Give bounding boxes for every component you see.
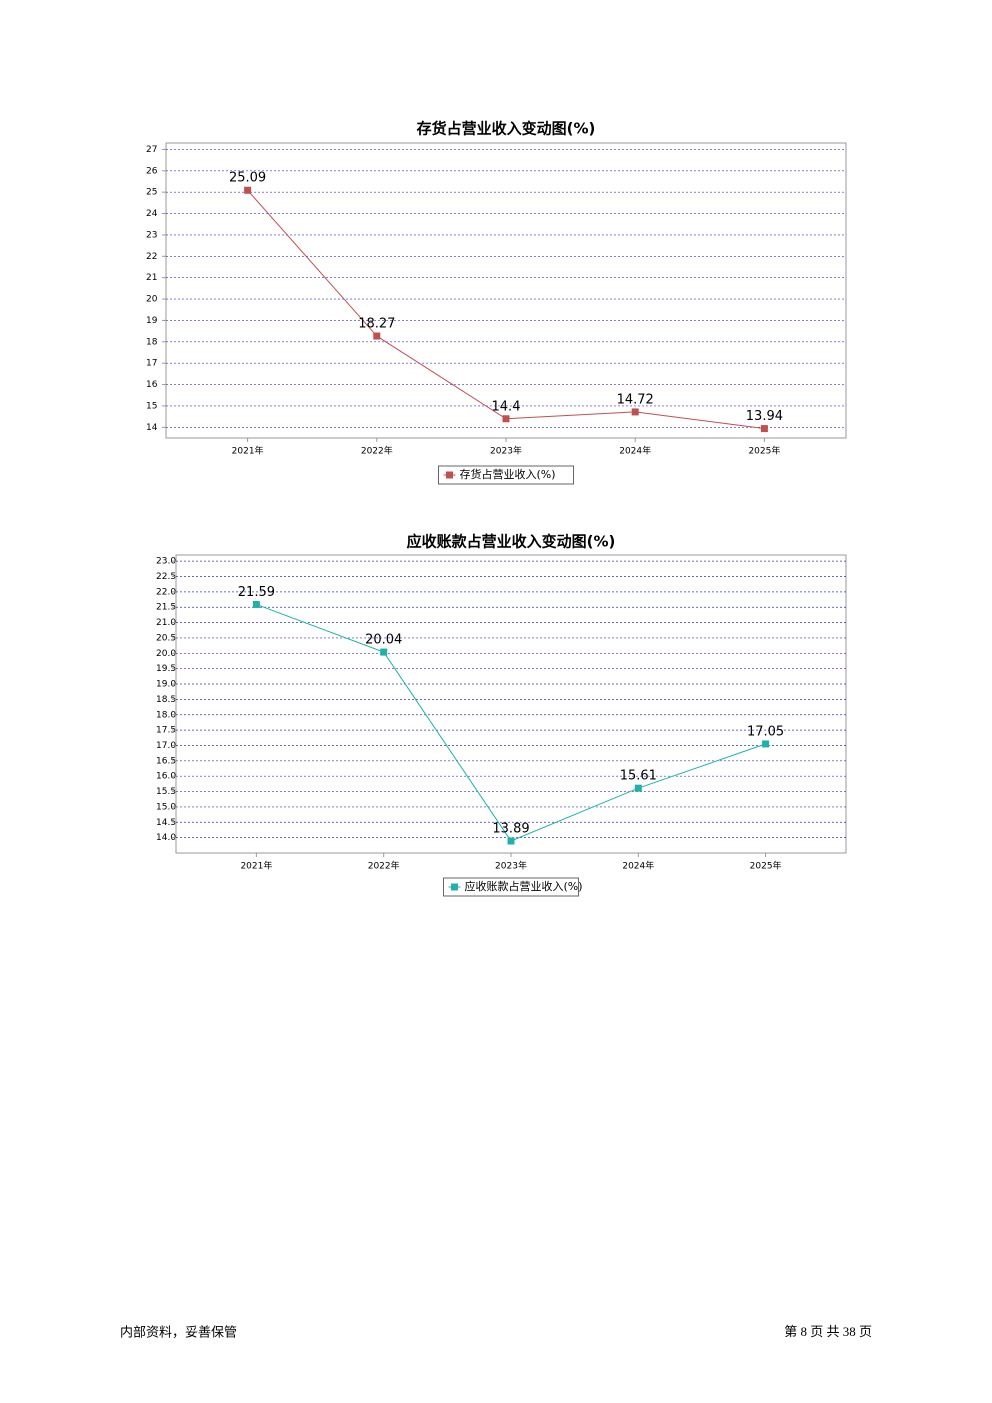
data-label: 14.72 xyxy=(617,392,654,407)
legend-marker xyxy=(446,471,453,479)
legend-box xyxy=(443,877,579,897)
y-tick-label: 27 xyxy=(146,145,157,155)
y-tick-label: 23 xyxy=(146,230,157,240)
y-tick-label: 14.5 xyxy=(156,818,176,828)
y-tick-label: 17.5 xyxy=(156,726,176,736)
point-marker xyxy=(244,186,252,194)
x-tick-label: 2024年 xyxy=(622,860,654,872)
y-tick-label: 21.5 xyxy=(156,603,176,613)
footer-left: 内部资料，妥善保管 xyxy=(120,1325,237,1341)
y-tick-label: 25 xyxy=(146,188,157,198)
y-tick-label: 15 xyxy=(146,401,157,411)
chart-title: 应收账款占营业收入变动图(%) xyxy=(407,533,616,551)
data-label: 21.59 xyxy=(238,585,275,600)
y-tick-label: 15.5 xyxy=(156,787,176,797)
y-tick-label: 22.0 xyxy=(156,587,176,597)
chart-title: 存货占营业收入变动图(%) xyxy=(417,120,596,138)
point-marker xyxy=(502,415,510,423)
data-label: 13.94 xyxy=(746,409,783,424)
point-marker xyxy=(634,784,642,792)
y-tick-label: 19 xyxy=(146,316,158,326)
data-label: 18.27 xyxy=(358,317,395,332)
y-tick-label: 14.0 xyxy=(156,833,176,843)
y-tick-label: 18.0 xyxy=(156,710,176,720)
point-marker xyxy=(252,600,260,608)
point-marker xyxy=(507,837,515,845)
data-label: 17.05 xyxy=(747,724,784,739)
y-tick-label: 16.5 xyxy=(156,756,176,766)
y-tick-label: 24 xyxy=(146,209,158,219)
y-tick-label: 22.5 xyxy=(156,572,176,582)
x-tick-label: 2021年 xyxy=(232,445,264,457)
y-tick-label: 26 xyxy=(146,166,158,176)
y-tick-label: 16.0 xyxy=(156,772,176,782)
y-tick-label: 20 xyxy=(146,295,158,305)
y-tick-label: 21 xyxy=(146,273,157,283)
data-label: 20.04 xyxy=(365,633,402,648)
plot-area xyxy=(165,142,847,439)
x-tick-label: 2022年 xyxy=(368,860,400,872)
data-label: 25.09 xyxy=(229,171,266,186)
y-tick-label: 15.0 xyxy=(156,802,176,812)
y-tick-label: 14 xyxy=(146,423,158,433)
legend-label: 存货占营业收入(%) xyxy=(460,467,556,481)
x-tick-label: 2023年 xyxy=(490,445,522,457)
y-tick-label: 21.0 xyxy=(156,618,176,628)
y-tick-label: 20.5 xyxy=(156,633,176,643)
y-tick-label: 20.0 xyxy=(156,649,176,659)
y-tick-label: 16 xyxy=(146,380,158,390)
data-label: 13.89 xyxy=(492,822,529,837)
footer-page: 第 8 页 共 38 页 xyxy=(784,1324,872,1339)
data-label: 15.61 xyxy=(620,769,657,784)
x-tick-label: 2025年 xyxy=(750,860,782,872)
y-tick-label: 22 xyxy=(146,252,157,262)
y-tick-label: 18 xyxy=(146,337,158,347)
point-marker xyxy=(380,648,388,656)
x-tick-label: 2022年 xyxy=(361,445,393,457)
point-marker xyxy=(762,740,770,748)
plot-area xyxy=(175,554,847,854)
point-marker xyxy=(373,332,381,340)
y-tick-label: 19.5 xyxy=(156,664,176,674)
x-tick-label: 2021年 xyxy=(240,860,272,872)
y-tick-label: 17 xyxy=(146,359,157,369)
legend-marker xyxy=(451,883,458,891)
y-tick-label: 23.0 xyxy=(156,557,176,567)
data-label: 14.4 xyxy=(492,399,521,414)
point-marker xyxy=(760,425,768,433)
y-tick-label: 18.5 xyxy=(156,695,176,705)
y-tick-label: 17.0 xyxy=(156,741,176,751)
x-tick-label: 2024年 xyxy=(619,445,651,457)
y-tick-label: 19.0 xyxy=(156,680,176,690)
x-tick-label: 2023年 xyxy=(495,860,527,872)
legend-label: 应收账款占营业收入(%) xyxy=(465,879,583,893)
legend-box xyxy=(438,465,574,485)
point-marker xyxy=(631,408,639,416)
x-tick-label: 2025年 xyxy=(748,445,780,457)
